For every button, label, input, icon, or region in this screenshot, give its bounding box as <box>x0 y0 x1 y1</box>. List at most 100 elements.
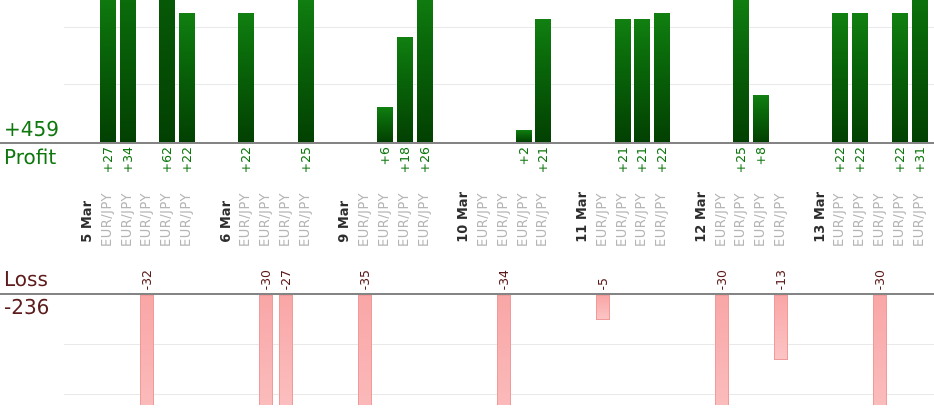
profit-value-label: +21 <box>634 147 650 174</box>
instrument-label: EUR/JPY <box>377 193 392 247</box>
profit-bar <box>396 36 413 142</box>
profit-bar <box>654 13 671 142</box>
loss-axis-line <box>0 293 934 295</box>
instrument-label: EUR/JPY <box>495 193 511 247</box>
profit-axis-line <box>0 142 934 144</box>
loss-bar <box>714 295 729 405</box>
profit-bar <box>159 0 176 142</box>
instrument-label: EUR/JPY <box>535 193 551 247</box>
profit-value-label: +18 <box>396 147 412 174</box>
profit-bar <box>179 13 195 142</box>
instrument-label: EUR/JPY <box>139 193 155 247</box>
loss-value-label: -32 <box>139 269 155 290</box>
instrument-label: EUR/JPY <box>654 193 670 247</box>
date-label: 12 Mar <box>693 192 709 243</box>
loss-value-label: -13 <box>773 269 788 290</box>
loss-bar <box>873 295 887 405</box>
profit-value-label: +25 <box>733 147 749 174</box>
date-label: 10 Mar <box>456 192 472 243</box>
profit-value-label: +2 <box>515 147 531 166</box>
instrument-label: EUR/JPY <box>278 193 293 247</box>
profit-bar <box>99 0 116 142</box>
instrument-label: EUR/JPY <box>832 193 848 247</box>
loss-total-label: -236 <box>4 295 50 319</box>
date-label: 13 Mar <box>812 192 828 243</box>
date-label: 9 Mar <box>337 201 353 243</box>
loss-bar <box>140 295 155 405</box>
profit-value-label: +25 <box>297 147 313 174</box>
loss-plot-area <box>0 295 934 405</box>
instrument-label: EUR/JPY <box>594 193 610 247</box>
instrument-label: EUR/JPY <box>872 193 887 247</box>
instrument-label: EUR/JPY <box>852 193 868 247</box>
profit-value-label: +22 <box>891 147 907 174</box>
loss-value-label: -34 <box>495 269 511 290</box>
loss-value-label: -5 <box>594 277 610 290</box>
profit-value-label: +27 <box>99 147 115 174</box>
loss-value-label: -30 <box>872 269 887 290</box>
date-label: 5 Mar <box>80 201 95 243</box>
instrument-label: EUR/JPY <box>357 193 373 247</box>
profit-bar <box>614 19 631 142</box>
profit-bar <box>634 19 651 142</box>
profit-bar <box>832 13 849 142</box>
profit-bar <box>891 13 908 142</box>
instrument-label: EUR/JPY <box>634 193 650 247</box>
profit-value-label: +22 <box>654 147 670 174</box>
profit-value-label: +21 <box>614 147 630 174</box>
loss-bar <box>358 295 373 405</box>
instrument-label: EUR/JPY <box>891 193 907 247</box>
profit-bar <box>852 13 869 142</box>
instrument-label: EUR/JPY <box>297 193 313 247</box>
loss-value-label: -27 <box>278 269 293 290</box>
profit-gridline-10 <box>64 84 934 85</box>
profit-value-label: +31 <box>911 147 927 174</box>
instrument-label: EUR/JPY <box>238 193 254 247</box>
profit-value-label: +22 <box>238 147 254 174</box>
instrument-label: EUR/JPY <box>99 193 115 247</box>
instrument-label: EUR/JPY <box>159 193 175 247</box>
profit-value-label: +22 <box>179 147 194 174</box>
profit-bar <box>535 19 552 142</box>
profit-bar <box>238 13 255 142</box>
profit-bar <box>297 0 314 142</box>
instrument-label: EUR/JPY <box>119 193 135 247</box>
instrument-label: EUR/JPY <box>416 193 432 247</box>
profit-bar <box>911 0 928 142</box>
profit-value-label: +8 <box>753 147 769 166</box>
loss-bar <box>496 295 511 405</box>
instrument-label: EUR/JPY <box>515 193 531 247</box>
profit-plot-area <box>0 0 934 142</box>
instrument-label: EUR/JPY <box>773 193 788 247</box>
loss-bar <box>259 295 274 405</box>
instrument-label: EUR/JPY <box>258 193 274 247</box>
loss-value-label: -30 <box>713 269 729 290</box>
profit-axis-title: Profit <box>4 145 57 169</box>
profit-bar <box>377 106 393 142</box>
instrument-label: EUR/JPY <box>911 193 927 247</box>
profit-bar <box>733 0 750 142</box>
instrument-label: EUR/JPY <box>179 193 194 247</box>
profit-bar <box>753 95 770 142</box>
instrument-label: EUR/JPY <box>753 193 769 247</box>
instrument-label: EUR/JPY <box>733 193 749 247</box>
profit-value-label: +62 <box>159 147 175 174</box>
loss-bar <box>595 295 610 320</box>
loss-axis-title: Loss <box>4 267 48 291</box>
instrument-label: EUR/JPY <box>614 193 630 247</box>
instrument-label: EUR/JPY <box>476 193 491 247</box>
loss-value-label: -35 <box>357 269 373 290</box>
profit-total-label: +459 <box>4 117 59 141</box>
loss-bar <box>774 295 788 360</box>
instrument-label: EUR/JPY <box>713 193 729 247</box>
instrument-label: EUR/JPY <box>396 193 412 247</box>
profit-gridline-20 <box>64 27 934 28</box>
profit-value-label: +6 <box>377 147 392 166</box>
date-label: 6 Mar <box>218 201 234 243</box>
profit-value-label: +22 <box>832 147 848 174</box>
date-label: 11 Mar <box>575 192 590 243</box>
profit-value-label: +26 <box>416 147 432 174</box>
loss-value-label: -30 <box>258 269 274 290</box>
profit-bar <box>119 0 136 142</box>
